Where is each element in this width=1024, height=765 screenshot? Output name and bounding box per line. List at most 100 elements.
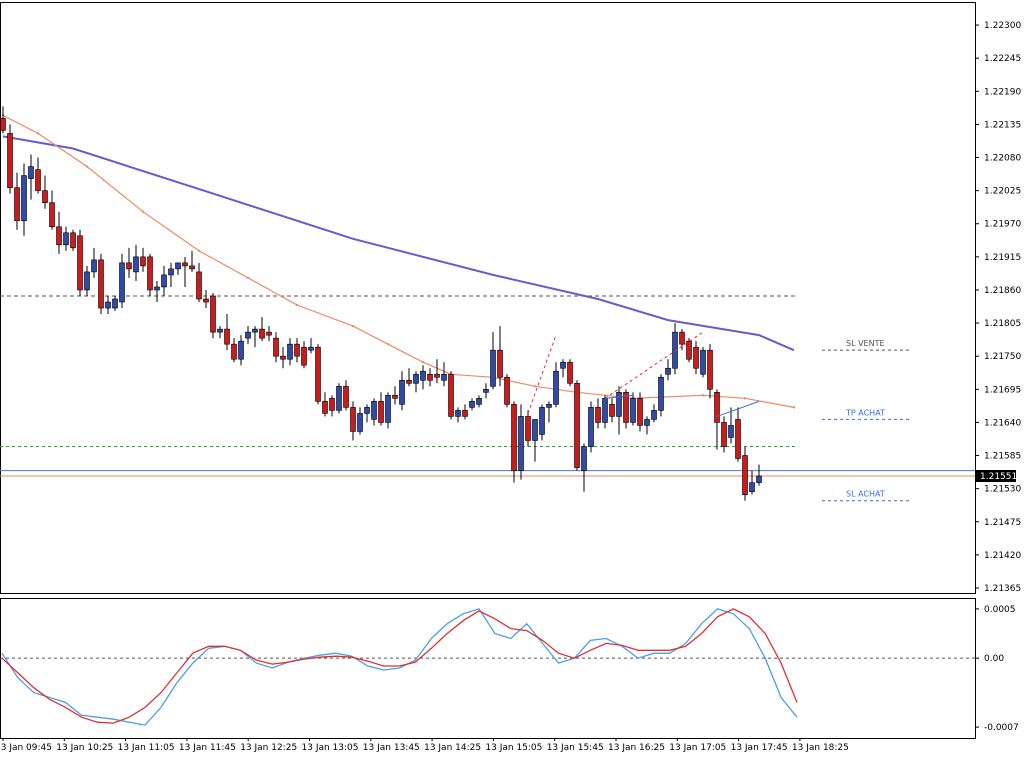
candle-body bbox=[329, 398, 335, 411]
candle-body bbox=[14, 187, 20, 222]
candle-body bbox=[623, 392, 629, 423]
candle-body bbox=[504, 376, 510, 405]
level-label: SL ACHAT bbox=[846, 490, 885, 499]
candle-body bbox=[637, 398, 643, 426]
candle-body bbox=[469, 401, 475, 408]
candle-body bbox=[126, 262, 132, 270]
oscillator-tick-label: 0.00 bbox=[984, 654, 1004, 664]
price-tick-label: 1.21475 bbox=[984, 518, 1021, 528]
price-tick-label: 1.21750 bbox=[984, 352, 1021, 362]
oscillator-line bbox=[1, 608, 798, 724]
candle-body bbox=[413, 373, 419, 384]
candle-body bbox=[21, 175, 27, 222]
time-tick-label: 13 Jan 13:05 bbox=[302, 743, 359, 753]
candle-body bbox=[602, 398, 608, 423]
candle-body bbox=[259, 328, 265, 339]
candle-body bbox=[154, 286, 160, 291]
candle-body bbox=[168, 268, 174, 276]
trade-line bbox=[604, 394, 634, 399]
candle-body bbox=[686, 340, 692, 360]
price-tick-label: 1.22190 bbox=[984, 87, 1021, 97]
candle-body bbox=[308, 346, 314, 351]
candle-body bbox=[448, 373, 454, 417]
candle-body bbox=[98, 259, 104, 309]
moving-average-dot bbox=[701, 394, 705, 397]
candle-body bbox=[595, 407, 601, 423]
candle-body bbox=[350, 407, 356, 432]
candle-body bbox=[252, 328, 258, 333]
candle-body bbox=[77, 235, 83, 291]
candle-body bbox=[231, 343, 237, 360]
candle-body bbox=[63, 232, 69, 246]
candle-body bbox=[217, 328, 223, 333]
candle-body bbox=[420, 370, 426, 381]
time-tick-label: 13 Jan 10:25 bbox=[56, 743, 113, 753]
price-tick-label: 1.21420 bbox=[984, 551, 1021, 561]
candle-body bbox=[406, 379, 412, 384]
candle-body bbox=[518, 416, 524, 471]
moving-average-line bbox=[2, 114, 795, 408]
price-tick-label: 1.22135 bbox=[984, 120, 1021, 130]
moving-average-dot bbox=[295, 303, 299, 307]
moving-average-dot bbox=[533, 385, 537, 388]
trade-line bbox=[604, 331, 704, 399]
price-tick-label: 1.22300 bbox=[984, 21, 1021, 31]
candle-body bbox=[399, 379, 405, 405]
oscillator-tick-label: -0.0007 bbox=[984, 723, 1019, 733]
moving-average-dot bbox=[85, 165, 89, 168]
candle-body bbox=[532, 419, 538, 441]
time-tick-label: 13 Jan 09:45 bbox=[0, 743, 52, 753]
candle-body bbox=[273, 337, 279, 357]
oscillator-pane-frame bbox=[0, 598, 976, 739]
price-tick-label: 1.21860 bbox=[984, 286, 1021, 296]
main-pane-frame bbox=[0, 2, 976, 594]
candle-body bbox=[0, 118, 6, 131]
candle-body bbox=[455, 410, 461, 417]
candle-body bbox=[161, 274, 167, 288]
candle-body bbox=[91, 259, 97, 273]
candle-body bbox=[84, 271, 90, 291]
price-tick-label: 1.21365 bbox=[984, 584, 1021, 594]
moving-average-dot bbox=[421, 361, 425, 364]
price-tick-label: 1.21585 bbox=[984, 452, 1021, 462]
candle-body bbox=[721, 422, 727, 447]
candle-body bbox=[525, 416, 531, 441]
candle-body bbox=[357, 413, 363, 432]
candle-body bbox=[315, 346, 321, 402]
candle-body bbox=[70, 232, 76, 249]
candle-body bbox=[28, 166, 34, 179]
candle-body bbox=[567, 361, 573, 384]
time-tick-label: 13 Jan 17:45 bbox=[731, 743, 788, 753]
price-tick-label: 1.21640 bbox=[984, 418, 1021, 428]
candle-body bbox=[630, 398, 636, 423]
moving-average-dot bbox=[792, 406, 796, 409]
candle-body bbox=[483, 389, 489, 393]
oscillator-line bbox=[1, 608, 798, 726]
moving-average-dot bbox=[141, 210, 145, 213]
candle-body bbox=[147, 256, 153, 291]
candle-body bbox=[105, 301, 111, 309]
candle-body bbox=[560, 361, 566, 369]
candle-body bbox=[301, 346, 307, 366]
price-tick-label: 1.22080 bbox=[984, 154, 1021, 164]
level-label: SL VENTE bbox=[846, 339, 885, 348]
candle-body bbox=[749, 482, 755, 492]
candle-body bbox=[196, 271, 202, 300]
time-tick-label: 13 Jan 12:25 bbox=[240, 743, 297, 753]
moving-average-line bbox=[2, 135, 795, 352]
candle-body bbox=[175, 262, 181, 270]
candle-body bbox=[672, 331, 678, 369]
candle-body bbox=[182, 262, 188, 267]
candle-body bbox=[245, 331, 251, 339]
time-tick-label: 13 Jan 13:45 bbox=[363, 743, 420, 753]
candle-body bbox=[392, 395, 398, 399]
moving-average-dot bbox=[36, 132, 40, 135]
candle-body bbox=[112, 298, 118, 309]
time-tick-label: 13 Jan 15:05 bbox=[485, 743, 542, 753]
candle-body bbox=[210, 295, 216, 333]
candle-body bbox=[616, 392, 622, 417]
candle-body bbox=[322, 401, 328, 414]
time-tick-label: 13 Jan 11:45 bbox=[179, 743, 236, 753]
candle-body bbox=[42, 190, 48, 203]
candle-body bbox=[553, 370, 559, 405]
